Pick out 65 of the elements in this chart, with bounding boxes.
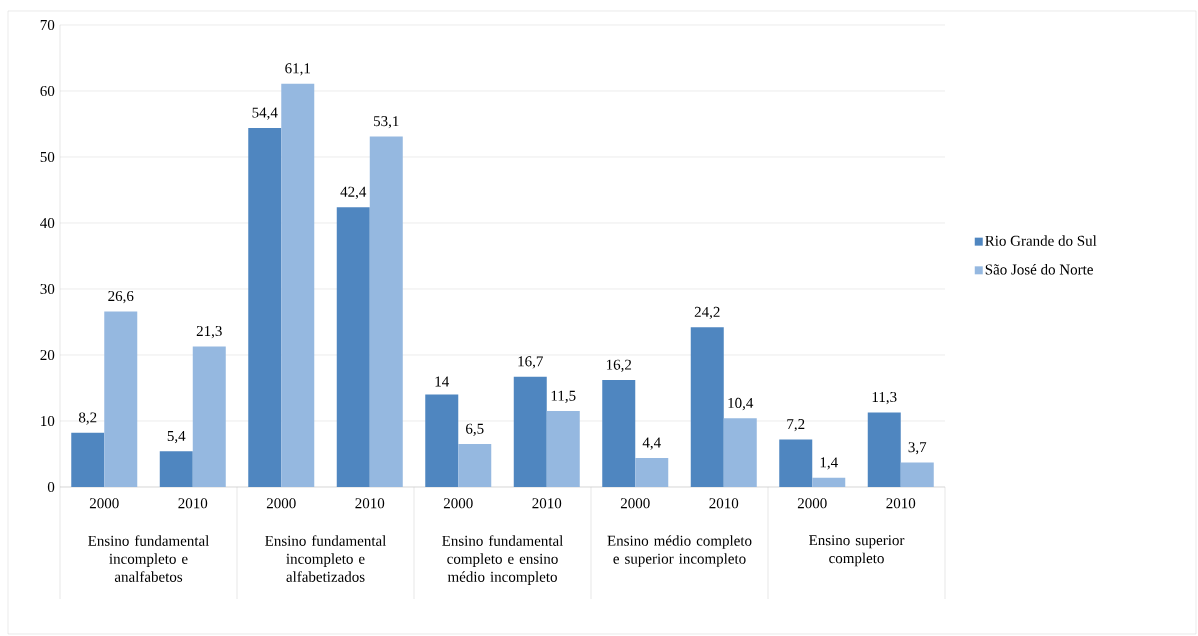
data-label: 1,4	[820, 457, 838, 470]
y-tick-label: 40	[40, 217, 55, 229]
bar	[71, 432, 105, 487]
data-label: 6,5	[466, 423, 484, 436]
bar	[602, 380, 636, 487]
data-label: 42,4	[340, 186, 367, 199]
bar	[779, 439, 813, 487]
x-tick-label: 2000	[89, 498, 119, 509]
y-tick-label: 0	[47, 481, 55, 493]
data-label: 11,5	[551, 390, 576, 403]
data-label: 53,1	[374, 116, 399, 129]
data-label: 8,2	[78, 412, 97, 425]
legend-label: Rio Grande do Sul	[985, 235, 1097, 246]
bar	[248, 127, 282, 487]
data-label: 16,7	[518, 356, 543, 369]
x-tick-label: 2010	[886, 498, 916, 509]
data-label: 4,4	[642, 437, 661, 450]
data-label: 5,4	[167, 430, 186, 444]
text: Ensino fundamental incompleto e analfabetos	[88, 535, 210, 582]
bar	[635, 457, 669, 487]
bar	[867, 412, 901, 487]
bar	[192, 346, 226, 487]
text: Ensino fundamental incompleto e alfabetizados	[265, 535, 387, 582]
y-tick-label: 10	[41, 415, 55, 427]
bar	[690, 327, 724, 487]
legend-label: São José do Norte	[985, 263, 1093, 275]
x-tick-label: 2010	[709, 498, 739, 509]
data-label: 61,1	[285, 63, 310, 76]
text: Ensino fundamental completo e ensino médio incompleto	[442, 535, 564, 585]
data-label: 11,3	[872, 391, 897, 405]
bar	[104, 311, 138, 487]
y-tick-label: 20	[40, 349, 55, 361]
text: Ensino superior completo	[809, 535, 905, 567]
bar	[812, 477, 846, 487]
x-tick-label: 2000	[620, 498, 650, 509]
bar	[369, 136, 403, 487]
data-label: 10,4	[728, 397, 754, 411]
bar	[513, 376, 547, 487]
y-tick-label: 70	[40, 19, 55, 31]
data-label: 16,2	[606, 359, 632, 372]
data-label: 14	[435, 376, 450, 387]
bar	[723, 418, 757, 487]
x-tick-label: 2000	[266, 498, 296, 509]
data-label: 3,7	[908, 442, 927, 455]
bar	[336, 207, 370, 487]
y-tick-label: 50	[40, 151, 55, 163]
bar	[546, 411, 580, 487]
bar	[458, 444, 492, 487]
x-tick-label: 2010	[532, 498, 562, 509]
x-tick-label: 2010	[178, 498, 208, 509]
data-label: 7,2	[787, 419, 805, 432]
y-tick-label: 60	[40, 85, 55, 97]
x-tick-label: 2000	[797, 498, 827, 509]
bar	[900, 462, 934, 487]
bar	[425, 394, 459, 487]
data-label: 54,4	[252, 107, 278, 120]
x-tick-label: 2010	[355, 498, 385, 509]
y-tick-label: 30	[40, 283, 55, 295]
bar	[159, 451, 193, 487]
data-label: 24,2	[694, 306, 720, 320]
data-label: 21,3	[196, 325, 222, 339]
data-label: 26,6	[108, 291, 134, 304]
x-tick-label: 2000	[443, 498, 473, 509]
text: Ensino médio completo e superior incompleto	[607, 535, 752, 567]
bar	[281, 83, 315, 487]
